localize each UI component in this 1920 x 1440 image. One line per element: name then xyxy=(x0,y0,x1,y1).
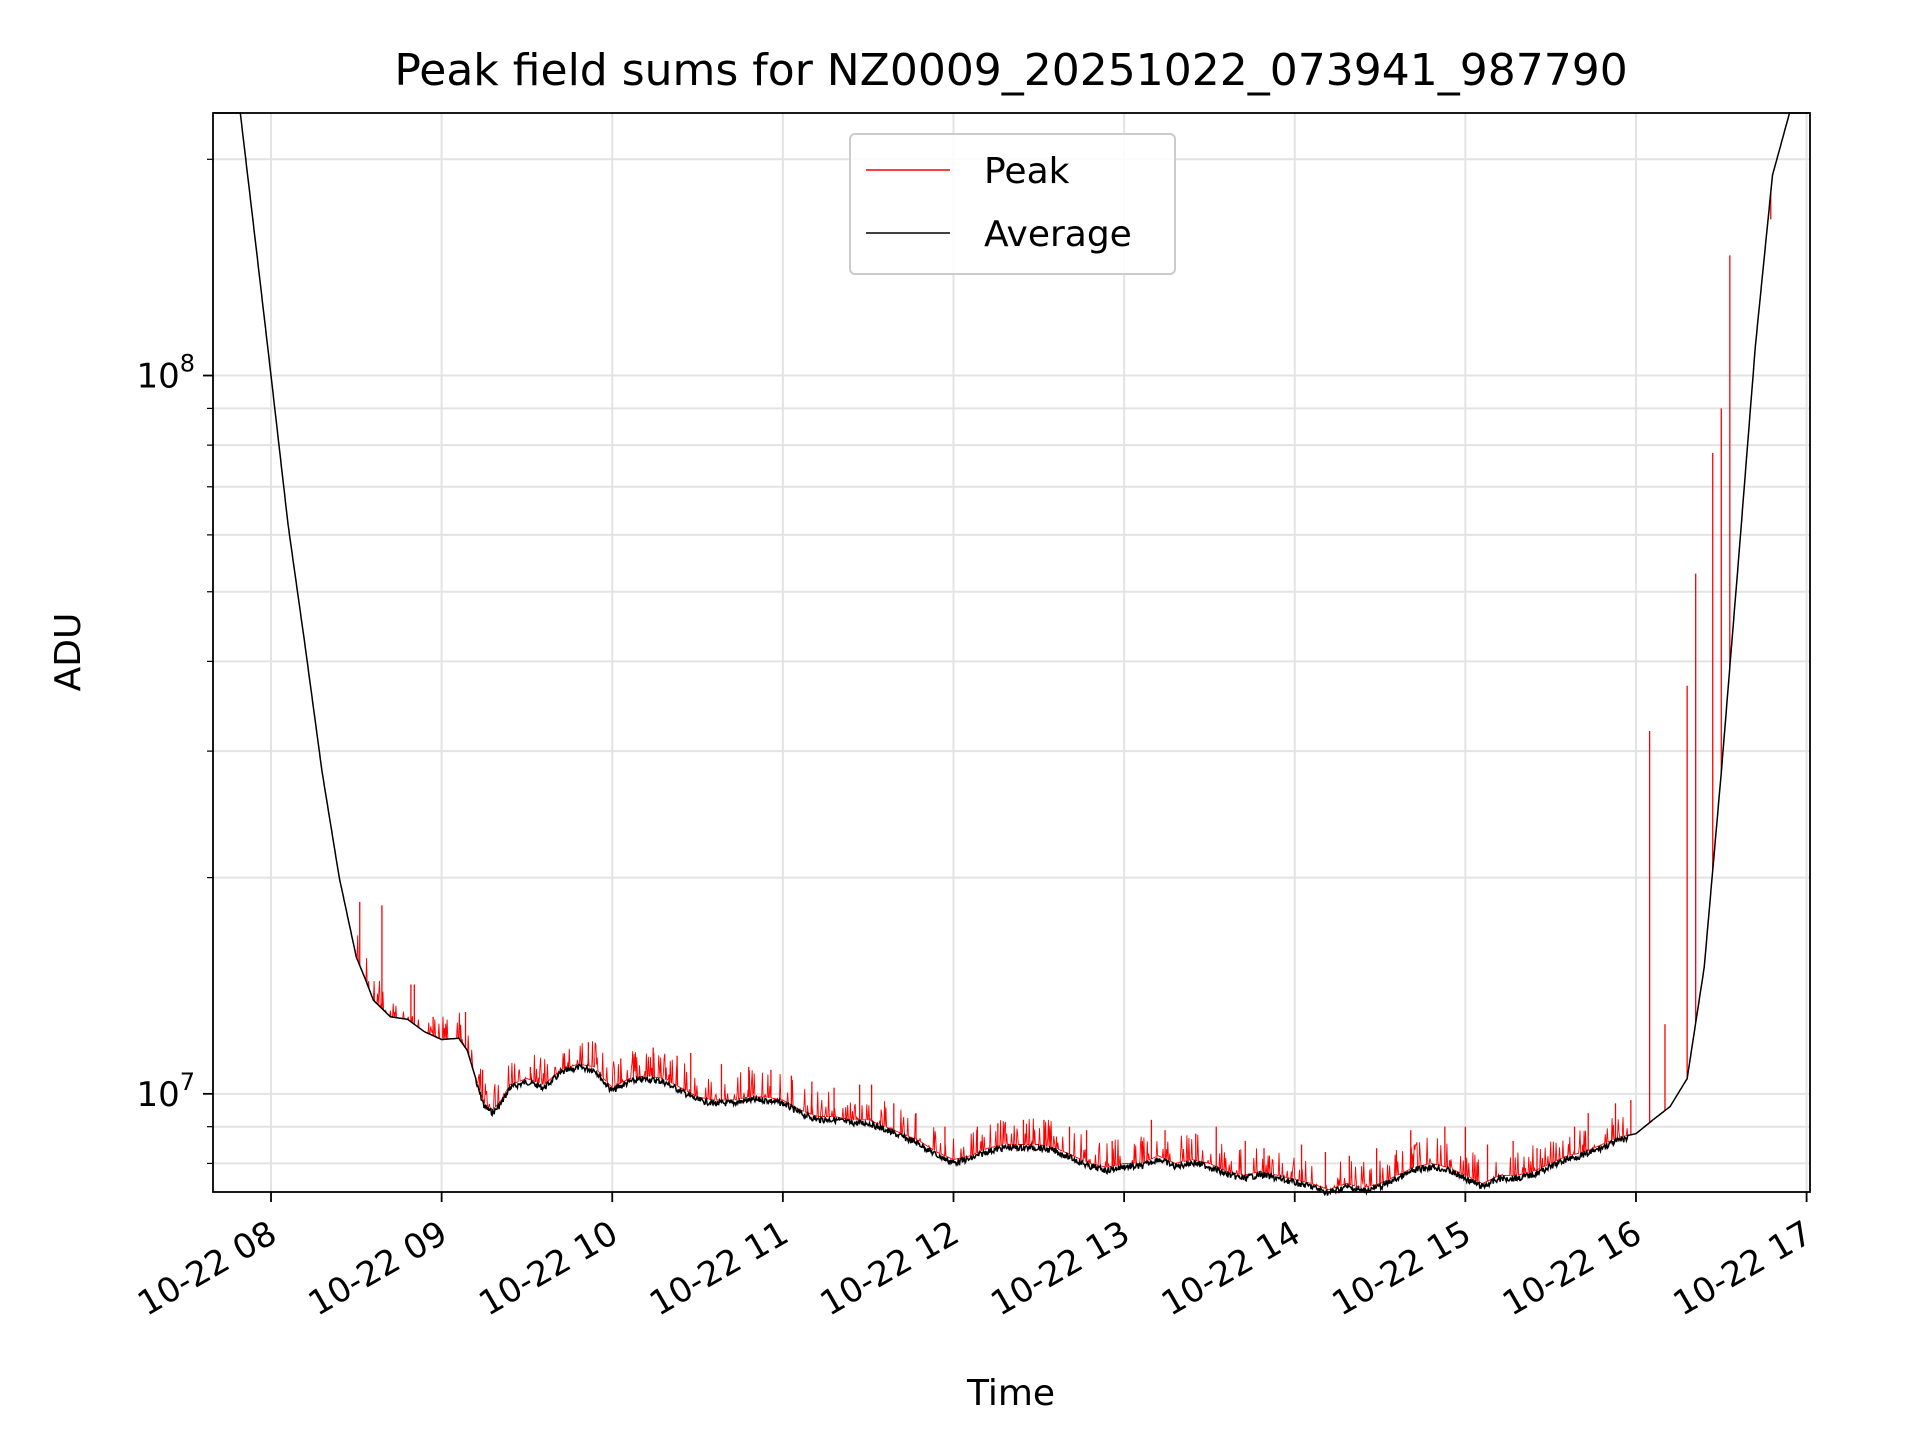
average-series-line xyxy=(213,112,1810,1197)
y-axis-label: ADU xyxy=(48,613,89,692)
peak-series-line xyxy=(213,112,1810,1191)
y-tick-label: 107 xyxy=(136,1068,195,1115)
legend-label-peak: Peak xyxy=(984,151,1070,192)
series-layer xyxy=(213,112,1810,1197)
chart-title: Peak field sums for NZ0009_20251022_0739… xyxy=(394,45,1627,96)
legend: Peak Average xyxy=(849,133,1176,275)
y-axis: 107 108 xyxy=(136,158,213,1165)
plot-frame xyxy=(212,112,1811,1193)
y-tick-label: 108 xyxy=(136,350,195,397)
x-axis-label: Time xyxy=(966,1373,1055,1414)
legend-frame xyxy=(849,133,1176,275)
legend-label-average: Average xyxy=(984,214,1132,255)
grid xyxy=(213,113,1810,1192)
